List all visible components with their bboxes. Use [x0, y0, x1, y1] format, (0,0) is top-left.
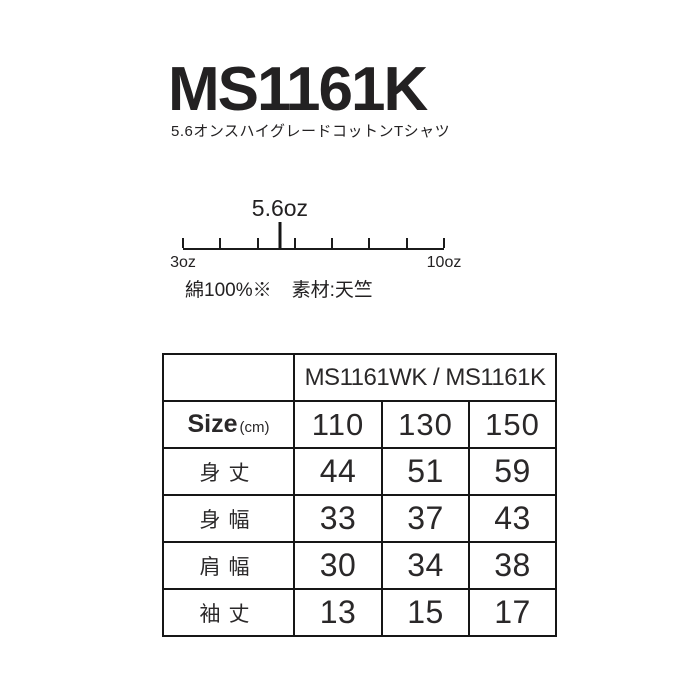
fabric-composition: 綿100%※ [185, 280, 272, 301]
fabric-weight-scale: 5.6oz 3oz 10oz [170, 195, 461, 276]
body-length-150: 59 [467, 447, 558, 496]
body-length-130: 51 [381, 447, 470, 496]
scale-axis-line [183, 248, 444, 250]
size-column-110: 110 [293, 400, 383, 449]
size-header-cell: Size (cm) [162, 400, 295, 449]
table-row-body-width: 身幅 33 37 43 [162, 494, 558, 543]
body-width-110: 33 [293, 494, 383, 543]
shoulder-width-130: 34 [381, 541, 470, 590]
product-description: 5.6オンスハイグレードコットンTシャツ [171, 123, 451, 140]
scale-tick-10oz [443, 238, 445, 248]
shoulder-width-110: 30 [293, 541, 383, 590]
model-codes-header: MS1161WK / MS1161K [292, 353, 558, 402]
scale-tick-8oz [368, 238, 371, 248]
fabric-material: 素材:天竺 [291, 280, 373, 301]
scale-tick-3oz [182, 238, 184, 248]
scale-tick-5oz [256, 238, 259, 248]
size-table: MS1161WK / MS1161K Size (cm) 110 130 150 … [162, 353, 558, 637]
scale-tick-4oz [219, 238, 222, 248]
table-row-shoulder-width: 肩幅 30 34 38 [162, 541, 558, 590]
size-column-150: 150 [467, 400, 558, 449]
row-label-body-length: 身丈 [162, 447, 295, 496]
product-code-title: MS1161K [168, 55, 428, 124]
table-row-sizes: Size (cm) 110 130 150 [162, 400, 558, 449]
scale-marker-tick [278, 222, 282, 248]
row-label-shoulder-width: 肩幅 [162, 541, 295, 590]
row-label-body-width: 身幅 [162, 494, 295, 543]
table-row-sleeve-length: 袖丈 13 15 17 [162, 588, 558, 637]
size-column-130: 130 [381, 400, 470, 449]
scale-tick-6oz [293, 238, 296, 248]
scale-max-label: 10oz [426, 254, 462, 271]
scale-tick-9oz [405, 238, 408, 248]
sleeve-length-150: 17 [467, 588, 558, 637]
size-unit-label: (cm) [239, 419, 270, 436]
scale-min-label: 3oz [170, 254, 196, 271]
body-length-110: 44 [293, 447, 383, 496]
body-width-150: 43 [467, 494, 558, 543]
sleeve-length-130: 15 [381, 588, 470, 637]
shoulder-width-150: 38 [467, 541, 558, 590]
table-row-body-length: 身丈 44 51 59 [162, 447, 558, 496]
body-width-130: 37 [381, 494, 470, 543]
size-label: Size [187, 410, 238, 438]
table-row-model: MS1161WK / MS1161K [162, 353, 558, 402]
scale-current-value-label: 5.6oz [251, 195, 309, 221]
fabric-info-line: 綿100%※ 素材:天竺 [185, 280, 373, 302]
sleeve-length-110: 13 [293, 588, 383, 637]
scale-tick-7oz [331, 238, 334, 248]
empty-corner-cell [162, 353, 295, 402]
row-label-sleeve-length: 袖丈 [162, 588, 295, 637]
